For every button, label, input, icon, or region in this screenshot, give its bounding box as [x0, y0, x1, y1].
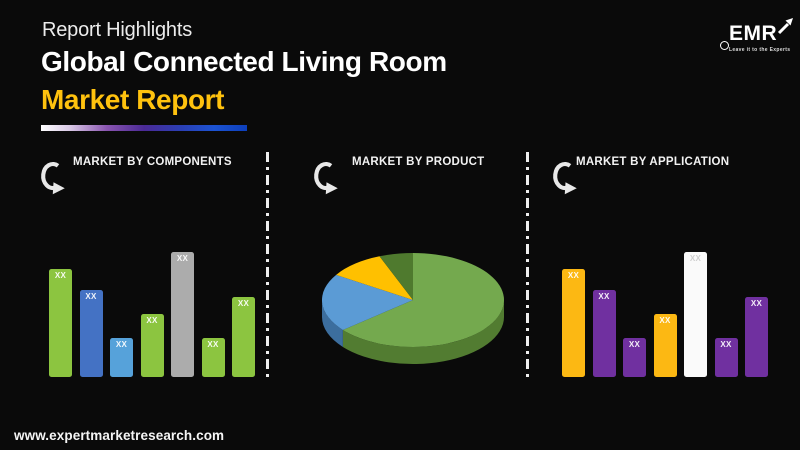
vertical-divider: [266, 152, 269, 382]
bar-1: XX: [562, 269, 585, 377]
bar-value-label: XX: [237, 299, 250, 308]
bar-value-label: XX: [115, 340, 128, 349]
bar-4: XX: [140, 314, 164, 377]
pie-slice-1: [342, 253, 504, 347]
bar-value-label: XX: [720, 340, 732, 349]
logo-text: EMR: [729, 22, 778, 45]
bar-1: XX: [49, 269, 72, 377]
bar-value-label: XX: [207, 340, 219, 349]
bar-5: XX: [171, 252, 194, 377]
bar-2: XX: [79, 290, 103, 377]
bar-value-label: XX: [54, 271, 67, 280]
bar-7: XX: [232, 297, 255, 377]
emr-logo: EMR Leave it to the Experts: [720, 18, 796, 58]
bar-4: XX: [653, 314, 677, 377]
logo-circle-icon: [720, 41, 729, 50]
website-url[interactable]: www.expertmarketresearch.com: [14, 428, 225, 443]
bar-value-label: XX: [176, 254, 189, 263]
bar-6: XX: [714, 338, 738, 377]
bar-value-label: XX: [598, 292, 610, 301]
bar-3: XX: [623, 338, 646, 377]
report-eyebrow: Report Highlights: [42, 19, 193, 41]
rotate-arrow-icon: [553, 161, 577, 195]
bar-7: XX: [745, 297, 768, 377]
bar-value-label: XX: [689, 254, 702, 263]
section-title-components: MARKET BY COMPONENTS: [73, 156, 232, 168]
page-title-line1: Global Connected Living Room: [41, 46, 447, 77]
bar-2: XX: [592, 290, 616, 377]
section-title-product: MARKET BY PRODUCT: [352, 156, 485, 168]
pie-chart-product: [322, 253, 504, 364]
bar-value-label: XX: [567, 271, 580, 280]
vertical-divider: [526, 152, 529, 382]
logo-up-arrow-icon: [777, 18, 793, 35]
pie-slice-4: [379, 253, 413, 300]
section-title-application: MARKET BY APPLICATION: [576, 156, 730, 168]
bar-value-label: XX: [146, 316, 158, 325]
pie-slice-side-slice-2: [322, 300, 343, 347]
logo-tagline: Leave it to the Experts: [729, 47, 791, 53]
rotate-arrow-icon: [314, 161, 338, 195]
pie-slice-3: [336, 256, 413, 300]
rotate-arrow-icon: [41, 161, 65, 195]
bar-value-label: XX: [750, 299, 763, 308]
pie-slice-side-slice-1: [342, 300, 504, 364]
title-underline-gradient: [41, 125, 247, 131]
bar-6: XX: [201, 338, 225, 377]
bar-value-label: XX: [85, 292, 97, 301]
page-title-line2: Market Report: [41, 84, 225, 115]
bar-3: XX: [110, 338, 133, 377]
bar-5: XX: [684, 252, 707, 377]
bar-chart-application: XX XX XX XX XX XX XX: [562, 252, 768, 377]
bar-value-label: XX: [628, 340, 641, 349]
bar-value-label: XX: [659, 316, 671, 325]
pie-slice-2: [322, 274, 413, 330]
bar-chart-components: XX XX XX XX XX XX XX: [49, 252, 255, 377]
